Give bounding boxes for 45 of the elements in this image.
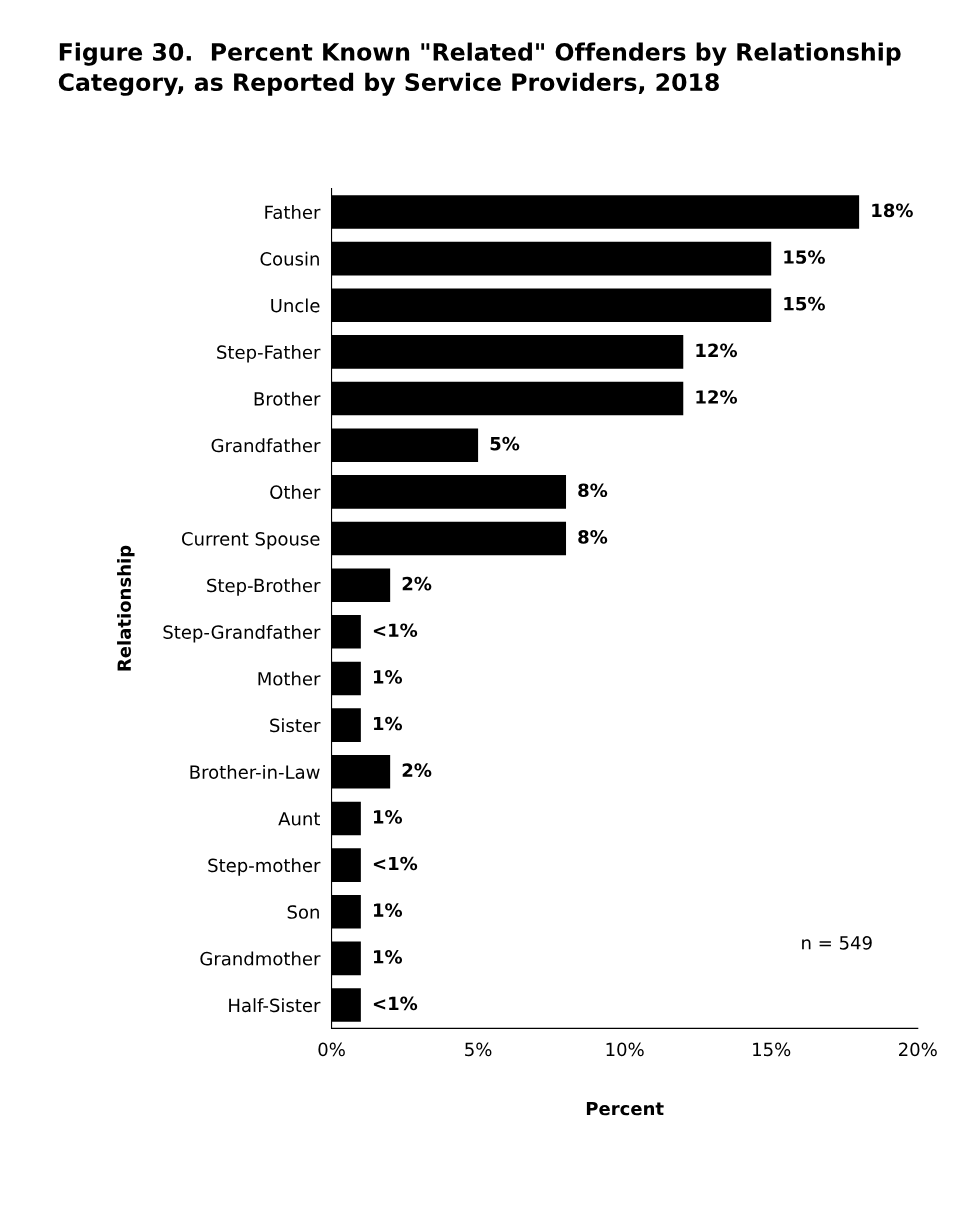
data-label: 15% [784,250,825,264]
x-tick-label: 10% [606,1042,644,1057]
y-tick-label: Half-Sister [229,998,321,1013]
data-label: 5% [490,436,520,451]
data-label: 18% [872,203,913,218]
data-label: 1% [374,670,403,684]
y-tick-label: Grandmother [200,951,321,966]
data-label: <1% [373,623,418,638]
y-axis-title: Relationship [117,545,135,671]
data-label: 12% [696,343,738,358]
y-tick-label: Brother [254,391,321,406]
x-tick-label: 5% [465,1042,492,1057]
y-tick-label: Step-Grandfather [163,624,321,643]
data-label: 2% [402,576,432,591]
y-tick-label: Uncle [271,298,320,313]
data-label: <1% [373,856,418,871]
y-tick-label: Sister [270,718,321,733]
data-label: 2% [402,763,432,778]
x-axis-title: Percent [586,1101,664,1116]
y-tick-label: Step-Brother [207,578,321,596]
data-label: <1% [373,996,418,1011]
data-label: 8% [578,483,608,498]
y-tick-label: Current Spouse [181,531,320,550]
data-label: 15% [784,296,825,311]
data-label: 12% [696,390,738,404]
data-label: 1% [374,903,403,917]
y-tick-label: Mother [258,671,321,686]
annotation: n = 549 [802,935,872,950]
x-tick-label: 0% [318,1042,345,1057]
x-tick-label: 15% [753,1042,791,1057]
y-tick-label: Son [287,905,319,919]
data-label: 8% [578,530,608,544]
y-tick-label: Aunt [278,812,320,826]
y-tick-label: Step-Father [217,345,321,363]
y-tick-label: Step-mother [208,858,321,876]
y-tick-label: Cousin [260,251,319,266]
data-label: 1% [374,810,403,824]
x-tick-label: 20% [899,1042,937,1057]
data-label: 1% [374,949,403,964]
y-tick-label: Grandfather [211,438,321,453]
y-tick-label: Father [265,205,321,220]
y-tick-label: Other [270,485,321,499]
chart-title: Figure 30. Percent Known "Related" Offenders by Relationship Category, as Reported by Service Providers, 2018 [58,42,901,96]
y-tick-label: Brother-in-Law [190,764,320,779]
data-label: 1% [374,716,403,731]
